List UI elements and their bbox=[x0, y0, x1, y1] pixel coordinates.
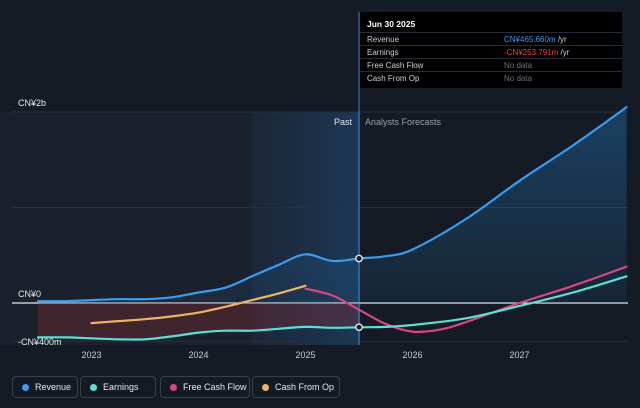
cfo-dot-icon bbox=[262, 384, 269, 391]
x-tick-label: 2026 bbox=[402, 350, 422, 360]
x-tick-label: 2027 bbox=[509, 350, 529, 360]
x-axis-labels: 2023 2024 2025 2026 2027 bbox=[81, 350, 529, 360]
legend-revenue[interactable]: Revenue bbox=[12, 376, 78, 398]
forecast-label: Analysts Forecasts bbox=[365, 117, 442, 127]
cash-from-op-line bbox=[90, 284, 307, 325]
revenue-area bbox=[38, 107, 627, 303]
legend-label: Earnings bbox=[103, 382, 139, 392]
tooltip-label: Earnings bbox=[367, 48, 399, 57]
revenue-value: CN¥465.660m bbox=[504, 35, 556, 44]
tooltip-value: CN¥465.660m /yr bbox=[504, 35, 567, 44]
earnings-value: -CN¥253.791m bbox=[504, 48, 559, 57]
x-tick-label: 2025 bbox=[295, 350, 315, 360]
earnings-dot-icon bbox=[90, 384, 97, 391]
free-cash-flow-line bbox=[304, 265, 628, 334]
y-tick-label: CN¥2b bbox=[18, 98, 46, 108]
tooltip-value: No data bbox=[504, 61, 533, 70]
revenue-marker bbox=[355, 254, 363, 263]
tooltip: Jun 30 2025 Revenue CN¥465.660m /yr Earn… bbox=[360, 12, 622, 88]
revenue-line bbox=[36, 106, 628, 303]
tooltip-value: No data bbox=[504, 74, 533, 83]
tooltip-date: Jun 30 2025 bbox=[367, 19, 416, 29]
negative-earnings-area bbox=[38, 303, 359, 340]
tooltip-row-revenue: Revenue CN¥465.660m /yr bbox=[360, 32, 622, 46]
legend-earnings[interactable]: Earnings bbox=[80, 376, 156, 398]
y-tick-label: CN¥0 bbox=[18, 289, 41, 299]
tooltip-label: Cash From Op bbox=[367, 74, 420, 83]
legend-cash-from-op[interactable]: Cash From Op bbox=[252, 376, 340, 398]
current-markers bbox=[355, 254, 363, 332]
tooltip-row-cfo: Cash From Op No data bbox=[360, 71, 622, 85]
legend-label: Cash From Op bbox=[275, 382, 335, 392]
revenue-dot-icon bbox=[22, 384, 29, 391]
earnings-line bbox=[36, 275, 628, 341]
tooltip-label: Revenue bbox=[367, 35, 400, 44]
x-tick-label: 2024 bbox=[188, 350, 208, 360]
legend-label: Revenue bbox=[35, 382, 72, 392]
x-tick-label: 2023 bbox=[81, 350, 101, 360]
unit: /yr bbox=[558, 48, 570, 57]
series-lines bbox=[36, 106, 628, 341]
unit: /yr bbox=[555, 35, 567, 44]
y-axis-labels: CN¥2b CN¥0 -CN¥400m bbox=[18, 98, 62, 347]
tooltip-value: -CN¥253.791m /yr bbox=[504, 48, 569, 57]
tooltip-label: Free Cash Flow bbox=[367, 61, 424, 70]
legend-free-cash-flow[interactable]: Free Cash Flow bbox=[160, 376, 250, 398]
recent-highlight-band bbox=[252, 112, 360, 345]
y-tick-label: -CN¥400m bbox=[18, 337, 62, 347]
fcf-dot-icon bbox=[170, 384, 177, 391]
legend-label: Free Cash Flow bbox=[183, 382, 247, 392]
tooltip-row-fcf: Free Cash Flow No data bbox=[360, 58, 622, 72]
tooltip-row-earnings: Earnings -CN¥253.791m /yr bbox=[360, 45, 622, 59]
past-label: Past bbox=[334, 117, 353, 127]
earnings-marker bbox=[355, 323, 363, 332]
